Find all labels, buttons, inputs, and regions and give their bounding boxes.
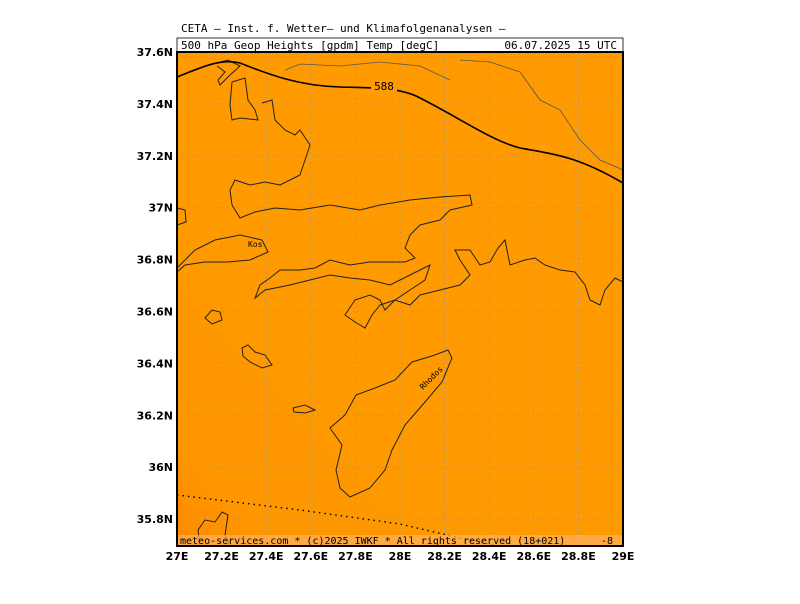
coast: [204, 309, 223, 325]
contour-label-bg: [371, 81, 397, 93]
coast: [176, 207, 187, 226]
latitude-label: 36N: [148, 461, 173, 474]
latitude-label: 36.8N: [137, 254, 173, 267]
coast: [229, 77, 259, 121]
coast: [176, 234, 269, 273]
isotherm-line: [176, 494, 501, 547]
longitude-label: 27.6E: [293, 550, 328, 563]
title: CETA — Inst. f. Wetter— und Klimafolgena…: [181, 22, 506, 35]
longitude-label: 29E: [612, 550, 635, 563]
longitude-label: 28.4E: [472, 550, 507, 563]
latitude-label: 36.4N: [137, 357, 173, 370]
coastlines: [176, 59, 624, 547]
coast: [229, 99, 624, 329]
coast: [197, 511, 231, 547]
subtitle: 500_hPa_Geop_Heights_[gpdm]_Temp_[degC]: [181, 39, 439, 52]
longitude-label: 28.8E: [561, 550, 596, 563]
latitude-label: 37.4N: [137, 98, 173, 111]
footer: meteo-services.com * (c)2025 IWKF * All …: [180, 536, 565, 547]
coast: [292, 404, 317, 414]
latitude-label: 37N: [148, 202, 173, 215]
longitude-label: 28.6E: [516, 550, 551, 563]
latitude-label: 36.6N: [137, 306, 173, 319]
longitude-label: 27E: [166, 550, 189, 563]
longitude-label: 28.2E: [427, 550, 462, 563]
longitude-label: 27.2E: [204, 550, 239, 563]
latitude-label: 37.2N: [137, 150, 173, 163]
latitude-label: 35.8N: [137, 513, 173, 526]
latitude-label: 37.6N: [137, 46, 173, 59]
coast: [329, 349, 453, 498]
contour-label: 588: [374, 80, 394, 93]
footer-box: [177, 535, 623, 546]
longitude-label: 28E: [389, 550, 412, 563]
longitude-label: 27.8E: [338, 550, 373, 563]
date: 06.07.2025 15 UTC: [504, 39, 617, 52]
plot-frame: [176, 51, 624, 547]
place-label: Kos: [248, 240, 263, 249]
border: [284, 59, 624, 171]
latitude-label: 36.2N: [137, 409, 173, 422]
coast: [241, 344, 273, 369]
longitude-label: 27.4E: [249, 550, 284, 563]
isotherm-label: -8: [601, 536, 613, 547]
